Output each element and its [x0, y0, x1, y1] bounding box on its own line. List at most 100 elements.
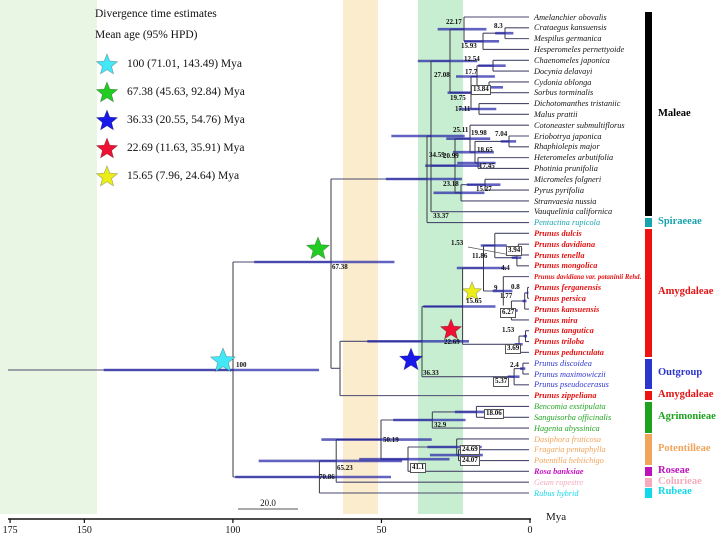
- axis-tick-label: 100: [225, 525, 241, 536]
- species-label: Docynia delavayi: [534, 66, 593, 76]
- node-age-label: 3.94: [506, 246, 523, 256]
- species-label: Prunus kansuensis: [534, 304, 600, 314]
- species-label: Hagenia abyssinica: [534, 423, 600, 433]
- legend-star-icon: [95, 53, 119, 75]
- species-label: Prunus davidiana: [534, 239, 596, 249]
- legend: Divergence time estimates Mean age (95% …: [95, 8, 245, 190]
- node-age-label: 4.4: [501, 264, 510, 272]
- node-age-label: 13.84: [471, 85, 491, 95]
- clade-label: Agrimonieae: [658, 410, 716, 422]
- node-age-label: 27.08: [434, 71, 450, 79]
- clade-bar-rubeae: [645, 488, 652, 498]
- legend-subtitle: Mean age (95% HPD): [95, 29, 198, 41]
- species-label: Pentactina rupicola: [534, 218, 601, 228]
- species-label: Prunus dulcis: [534, 228, 582, 238]
- legend-entry: 67.38 (45.63, 92.84) Mya: [95, 78, 245, 106]
- species-label: Photinia prunifolia: [534, 164, 598, 174]
- node-age-label: 23.18: [443, 180, 459, 188]
- node-age-label: 3.69: [505, 344, 522, 354]
- species-label: Cydonia oblonga: [534, 77, 592, 87]
- clade-bar-spiraeeae: [645, 217, 652, 228]
- node-age-label: 5.37: [493, 377, 510, 387]
- clade-label: Roseae: [658, 464, 690, 476]
- clade-bar-outgroup: [645, 358, 652, 390]
- legend-entries: 100 (71.01, 143.49) Mya 67.38 (45.63, 92.…: [95, 50, 245, 190]
- clade-bar-colurieae: [645, 477, 652, 487]
- star-22.69: [439, 318, 463, 340]
- legend-star-icon: [95, 165, 119, 187]
- legend-entry: 15.65 (7.96, 24.64) Mya: [95, 162, 245, 190]
- species-label: Eriobotrya japonica: [534, 131, 602, 141]
- species-label: Malus prattii: [534, 109, 578, 119]
- node-age-label: 33.37: [433, 212, 449, 220]
- scalebar-label: 20.0: [260, 498, 276, 508]
- node-age-label: 36.33: [423, 369, 439, 377]
- clade-bar-agrimonieae: [645, 401, 652, 433]
- node-age-label: 67.38: [332, 263, 348, 271]
- node-age-label: 17.11: [455, 105, 471, 113]
- legend-entry: 36.33 (20.55, 54.76) Mya: [95, 106, 245, 134]
- node-age-label: 65.23: [337, 464, 353, 472]
- species-label: Pyrus pyrifolia: [534, 185, 585, 195]
- star-100: [209, 347, 237, 373]
- species-label: Prunus triloba: [534, 337, 585, 347]
- node-age-label: 50.19: [383, 436, 399, 444]
- species-label: Sorbus torminalis: [534, 88, 594, 98]
- clade-label: Colurieae: [658, 475, 702, 487]
- node-age-label: 20.99: [443, 152, 459, 160]
- clade-label: Amygdaleae: [658, 286, 714, 298]
- legend-entry-text: 15.65 (7.96, 24.64) Mya: [127, 170, 240, 182]
- species-label: Stranvaesia nussia: [534, 196, 597, 206]
- node-age-label: 70.86: [319, 473, 335, 481]
- node-age-label: 24.07: [460, 456, 480, 466]
- highlight-band-tan-middle: [343, 0, 378, 514]
- species-label: Prunus zippeliana: [534, 391, 597, 401]
- legend-star-icon: [95, 137, 119, 159]
- legend-star-icon: [95, 109, 119, 131]
- species-label: Bencomia exstipulata: [534, 402, 606, 412]
- star-36.33: [398, 347, 424, 371]
- species-label: Mespilus germanica: [534, 34, 602, 44]
- legend-entry-text: 36.33 (20.55, 54.76) Mya: [127, 114, 245, 126]
- node-age-label: 15.27: [476, 185, 492, 193]
- node-age-label: 9: [494, 284, 498, 292]
- clade-label: Maleae: [658, 107, 691, 119]
- species-label: Potentilla hebiichigo: [534, 456, 604, 466]
- node-age-label: 25.11: [453, 126, 469, 134]
- axis-tick-label: 50: [376, 525, 387, 536]
- node-age-label: 32.9: [434, 421, 447, 429]
- node-age-label: 100: [236, 361, 247, 369]
- clade-label: Potentilleae: [658, 443, 711, 455]
- species-label: Sanguisorba officinalis: [534, 412, 612, 422]
- species-label: Rubus hybrid: [534, 488, 579, 498]
- node-age-label: 17.7: [465, 68, 478, 76]
- legend-star-icon: [95, 109, 119, 131]
- species-label: Heteromeles arbutifolia: [534, 153, 614, 163]
- clade-label: Spiraeeae: [658, 216, 702, 228]
- species-label: Prunus pseudocerasus: [534, 380, 609, 390]
- node-age-label: 11.86: [472, 252, 488, 260]
- species-label: Rhaphiolepis major: [534, 142, 600, 152]
- node-age-label: 1.77: [500, 292, 513, 300]
- legend-entry: 22.69 (11.63, 35.91) Mya: [95, 134, 245, 162]
- legend-star-icon: [95, 81, 119, 103]
- clade-label: Amygdaleae: [658, 389, 714, 401]
- species-label: Prunus persica: [534, 293, 586, 303]
- star-67.38: [305, 236, 331, 260]
- species-label: Prunus mongolica: [534, 261, 598, 271]
- species-label: Prunus pedunculata: [534, 347, 604, 357]
- species-label: Crataegus kansuensis: [534, 23, 607, 33]
- legend-entry: 100 (71.01, 143.49) Mya: [95, 50, 245, 78]
- species-label: Hesperomeles pernettyoide: [534, 45, 625, 55]
- clade-bar-roseae: [645, 466, 652, 476]
- species-label: Prunus maximowiczii: [534, 369, 606, 379]
- node-age-label: 12.54: [464, 55, 480, 63]
- species-label: Amelanchier obovalis: [534, 12, 607, 22]
- species-label: Vauquelinia californica: [534, 207, 613, 217]
